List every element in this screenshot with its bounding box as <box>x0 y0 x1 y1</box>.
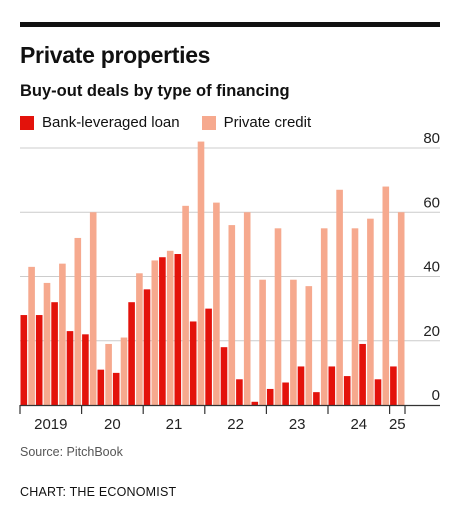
x-tick-label: 23 <box>289 416 306 433</box>
chart-subtitle: Buy-out deals by type of financing <box>20 82 290 100</box>
bar-bank-loan <box>143 289 151 405</box>
bar-bank-loan <box>251 401 259 405</box>
x-tick-label: 24 <box>350 416 367 433</box>
legend-item-bank: Bank-leveraged loan <box>20 114 180 131</box>
bar-private-credit <box>166 250 174 405</box>
bar-private-credit <box>228 225 236 405</box>
bar-bank-loan <box>97 369 105 405</box>
bar-private-credit <box>151 260 159 405</box>
chart-credit: CHART: THE ECONOMIST <box>20 485 177 499</box>
bar-private-credit <box>336 189 343 405</box>
x-tick-label: 2019 <box>34 416 67 433</box>
y-tick-label: 80 <box>423 130 440 147</box>
bar-private-credit <box>290 279 297 405</box>
bar-bank-loan <box>220 347 228 405</box>
bar-bank-loan <box>343 376 351 405</box>
bar-private-credit <box>397 212 405 405</box>
bar-private-credit <box>320 228 328 405</box>
bar-private-credit <box>274 228 282 405</box>
bar-bank-loan <box>66 331 74 405</box>
bar-private-credit <box>59 263 66 405</box>
x-tick-label: 20 <box>104 416 121 433</box>
legend-label-bank: Bank-leveraged loan <box>42 114 180 131</box>
bar-private-credit <box>213 202 220 405</box>
bar-bank-loan <box>159 257 166 405</box>
bar-private-credit <box>243 212 251 405</box>
bar-bank-loan <box>51 302 58 405</box>
chart-title: Private properties <box>20 42 211 68</box>
bar-bank-loan <box>328 366 336 405</box>
bar-bank-loan <box>189 321 197 405</box>
bar-private-credit <box>305 286 313 405</box>
x-tick-label: 21 <box>166 416 183 433</box>
bar-private-credit <box>136 273 143 405</box>
x-tick-label: 25 <box>389 416 406 433</box>
bar-private-credit <box>28 266 35 405</box>
bar-bank-loan <box>236 379 243 405</box>
bar-bank-loan <box>359 343 366 405</box>
bar-private-credit <box>105 343 112 405</box>
legend-label-private: Private credit <box>223 114 312 131</box>
bar-bank-loan <box>20 315 28 405</box>
y-tick-label: 40 <box>423 259 440 276</box>
bar-private-credit <box>74 237 82 405</box>
bar-bank-loan <box>266 388 274 405</box>
bar-private-credit <box>43 282 51 405</box>
bar-private-credit <box>197 141 205 405</box>
bar-bank-loan <box>390 366 397 405</box>
bar-private-credit <box>120 337 128 405</box>
bar-bank-loan <box>313 392 320 405</box>
bar-bank-loan <box>282 382 289 405</box>
bar-private-credit <box>89 212 97 405</box>
bar-private-credit <box>259 279 266 405</box>
bar-bank-loan <box>35 315 43 405</box>
bar-bank-loan <box>205 308 212 405</box>
source-note: Source: PitchBook <box>20 445 123 459</box>
bar-private-credit <box>367 218 374 405</box>
y-tick-label: 60 <box>423 194 440 211</box>
bar-bank-loan <box>297 366 305 405</box>
bar-bank-loan <box>82 334 89 405</box>
bar-bank-loan <box>112 372 120 405</box>
y-tick-label: 20 <box>423 323 440 340</box>
legend-swatch-bank <box>20 115 34 130</box>
bar-bank-loan <box>174 254 182 405</box>
y-tick-label: 0 <box>432 387 440 404</box>
top-rule <box>20 22 440 27</box>
bar-bank-loan <box>374 379 382 405</box>
bar-private-credit <box>382 186 390 405</box>
x-tick-label: 22 <box>227 416 244 433</box>
bar-private-credit <box>182 205 189 405</box>
legend: Bank-leveraged loan Private credit <box>20 114 333 131</box>
bar-bank-loan <box>128 302 135 405</box>
legend-swatch-private <box>201 115 216 130</box>
bar-private-credit <box>351 228 359 405</box>
bar-chart: 0 20 40 60 80 2019 20 21 22 23 24 25 <box>19 130 440 433</box>
legend-item-private: Private credit <box>201 114 312 131</box>
